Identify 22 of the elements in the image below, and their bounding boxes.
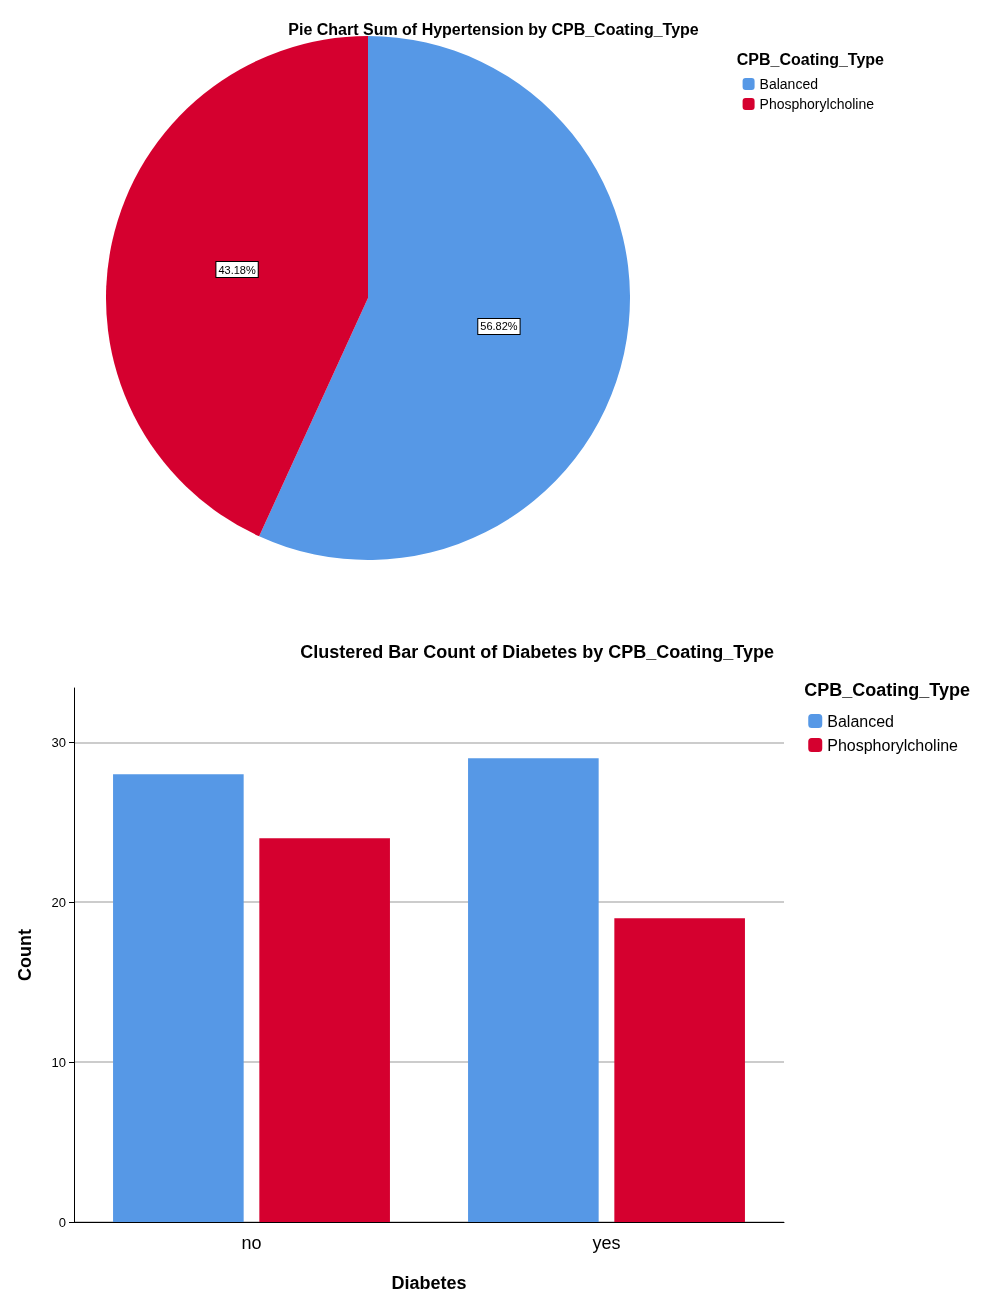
bar: [259, 838, 390, 1222]
y-tick-label: 30: [51, 734, 66, 750]
legend-label: Phosphorylcholine: [827, 736, 959, 754]
y-tick-label: 0: [58, 1214, 66, 1230]
bar: [113, 774, 244, 1222]
y-axis-title: Count: [15, 929, 35, 981]
x-tick-label: no: [241, 1233, 262, 1253]
legend-label: Balanced: [827, 712, 894, 730]
y-tick-label: 20: [51, 894, 66, 910]
legend-title: CPB_Coating_Type: [736, 50, 885, 68]
data-label: 56.82%: [480, 320, 518, 333]
legend-label: Balanced: [759, 76, 818, 92]
bar: [614, 918, 745, 1222]
x-tick-label: yes: [592, 1233, 621, 1253]
bar: [468, 758, 599, 1222]
chart-title: Pie Chart Sum of Hypertension by CPB_Coating_Type: [288, 20, 699, 38]
y-tick-label: 10: [51, 1054, 66, 1070]
legend-label: Phosphorylcholine: [759, 96, 875, 112]
data-label: 43.18%: [218, 263, 256, 276]
legend-title: CPB_Coating_Type: [804, 680, 971, 700]
x-axis-title: Diabetes: [391, 1273, 467, 1293]
chart-title: Clustered Bar Count of Diabetes by CPB_Coating_Type: [300, 642, 775, 662]
